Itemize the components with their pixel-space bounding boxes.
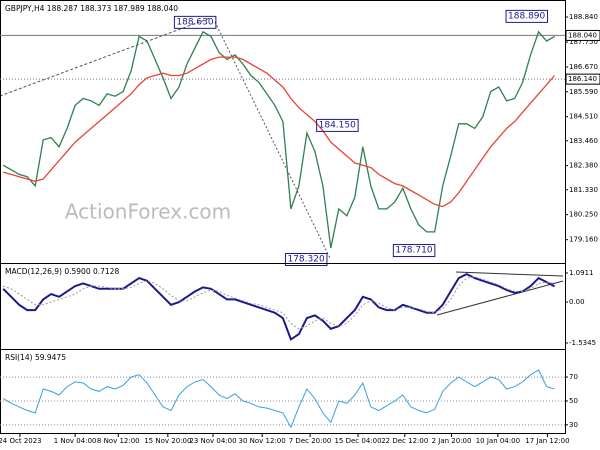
panel-title: RSI(14) 59.9475 <box>5 353 66 362</box>
x-tick-label: 23 Nov 04:00 <box>189 437 236 445</box>
y-tick-label: 186.670 <box>569 63 598 71</box>
y-tick-label: 187.750 <box>569 38 598 46</box>
y-tick-label: 180.250 <box>569 211 598 219</box>
annotation-label: 188.630 <box>176 17 213 27</box>
panel-title: GBPJPY,H4 188.287 188.373 187.989 188.04… <box>5 4 178 13</box>
y-tick-label: 185.590 <box>569 88 598 96</box>
annotation-label: 178.320 <box>287 255 324 265</box>
annotation-box <box>392 244 436 258</box>
annotation-box <box>173 15 217 29</box>
x-tick-label: 8 Nov 12:00 <box>97 437 140 445</box>
series-line <box>3 276 555 330</box>
x-tick-label: 15 Dec 04:00 <box>334 437 381 445</box>
annotation-label: 188.890 <box>508 11 545 21</box>
trend-line <box>455 271 564 277</box>
annotation-label: 184.150 <box>319 120 356 130</box>
x-tick-label: 22 Dec 12:00 <box>381 437 428 445</box>
y-tick-label: 183.460 <box>569 137 598 145</box>
annotation-box <box>505 9 549 23</box>
x-tick-label: 7 Dec 20:00 <box>289 437 332 445</box>
trend-line <box>436 280 564 316</box>
x-tick-label: 24 Oct 2023 <box>0 437 42 445</box>
x-tick-label: 1 Nov 04:00 <box>54 437 97 445</box>
series-line <box>3 56 556 208</box>
series-line <box>2 272 556 341</box>
y-tick-label: -1.5345 <box>569 339 596 347</box>
y-tick-label: 0.00 <box>569 298 585 306</box>
panel-border <box>0 263 566 350</box>
x-tick-label: 10 Jan 04:00 <box>476 437 520 445</box>
y-tick-label: 184.510 <box>569 113 598 121</box>
y-tick-label: 1.0911 <box>569 269 594 277</box>
price-label: 188.040 <box>568 31 597 39</box>
panel-border <box>0 0 566 264</box>
trend-line <box>0 17 211 97</box>
y-tick-label: 188.840 <box>569 13 598 21</box>
x-tick-label: 17 Jan 12:00 <box>525 437 569 445</box>
x-tick-label: 2 Jan 20:00 <box>432 437 472 445</box>
series-line <box>2 369 555 429</box>
y-tick-label: 70 <box>569 373 578 381</box>
series-line <box>2 30 555 249</box>
x-tick-label: 30 Nov 12:00 <box>239 437 286 445</box>
y-tick-label: 181.330 <box>569 186 598 194</box>
price-label-box <box>565 29 600 41</box>
y-tick-label: 50 <box>569 397 578 405</box>
y-tick-label: 182.380 <box>569 162 598 170</box>
panel-border <box>0 349 566 434</box>
annotation-label: 178.710 <box>395 246 432 256</box>
price-label-box <box>565 73 600 85</box>
title-bg <box>4 4 180 13</box>
panel-title: MACD(12,26,9) 0.5900 0.7128 <box>5 267 119 276</box>
x-tick-label: 15 Nov 20:00 <box>144 437 191 445</box>
annotation-box <box>284 253 328 267</box>
y-tick-label: 30 <box>569 421 578 429</box>
watermark: ActionForex.com <box>65 200 231 224</box>
price-label: 186.140 <box>568 75 597 83</box>
y-tick-label: 179.160 <box>569 236 598 244</box>
annotation-box <box>316 118 359 132</box>
